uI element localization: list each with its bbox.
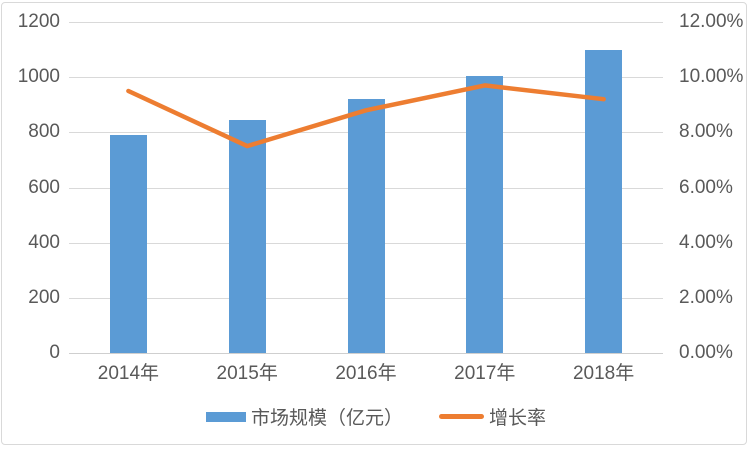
x-axis-label-2016年: 2016年 <box>335 363 397 384</box>
line-series-swatch <box>439 414 484 419</box>
legend-item-growth-rate: 增长率 <box>439 403 546 430</box>
right-axis-tick: 4.00% <box>679 231 733 253</box>
gridline <box>69 77 663 79</box>
bar-2018年 <box>585 49 623 353</box>
bar-2014年 <box>109 135 147 353</box>
left-axis-tick: 800 <box>28 121 60 143</box>
left-axis-tick: 1000 <box>17 66 60 88</box>
x-axis-line <box>69 353 663 354</box>
left-axis-tick: 600 <box>28 176 60 198</box>
gridline <box>69 22 663 23</box>
bar-series-swatch <box>205 411 246 422</box>
x-axis-label-2014年: 2014年 <box>97 363 160 384</box>
bar-2016年 <box>347 99 385 353</box>
x-axis-label-2017年: 2017年 <box>454 363 516 384</box>
right-axis-tick: 2.00% <box>679 286 733 308</box>
right-axis-tick: 10.00% <box>679 66 744 88</box>
legend: 市场规模（亿元） 增长率 <box>0 403 752 430</box>
legend-label-market-size: 市场规模（亿元） <box>250 408 403 429</box>
left-axis-tick: 0 <box>49 342 60 363</box>
x-axis-label-2018年: 2018年 <box>572 363 635 384</box>
bar-2015年 <box>228 119 266 353</box>
x-axis-label-2015年: 2015年 <box>216 363 278 384</box>
legend-item-market-size: 市场规模（亿元） <box>205 403 403 430</box>
right-axis-tick: 12.00% <box>679 11 744 32</box>
legend-label-growth-rate: 增长率 <box>489 408 547 429</box>
right-axis-tick: 6.00% <box>679 176 733 198</box>
bar-2017年 <box>466 75 504 353</box>
left-axis-tick: 200 <box>28 286 60 308</box>
left-axis-tick: 1200 <box>17 11 60 32</box>
left-axis-tick: 400 <box>28 231 60 253</box>
right-axis-tick: 0.00% <box>679 342 733 363</box>
right-axis-tick: 8.00% <box>679 121 733 143</box>
